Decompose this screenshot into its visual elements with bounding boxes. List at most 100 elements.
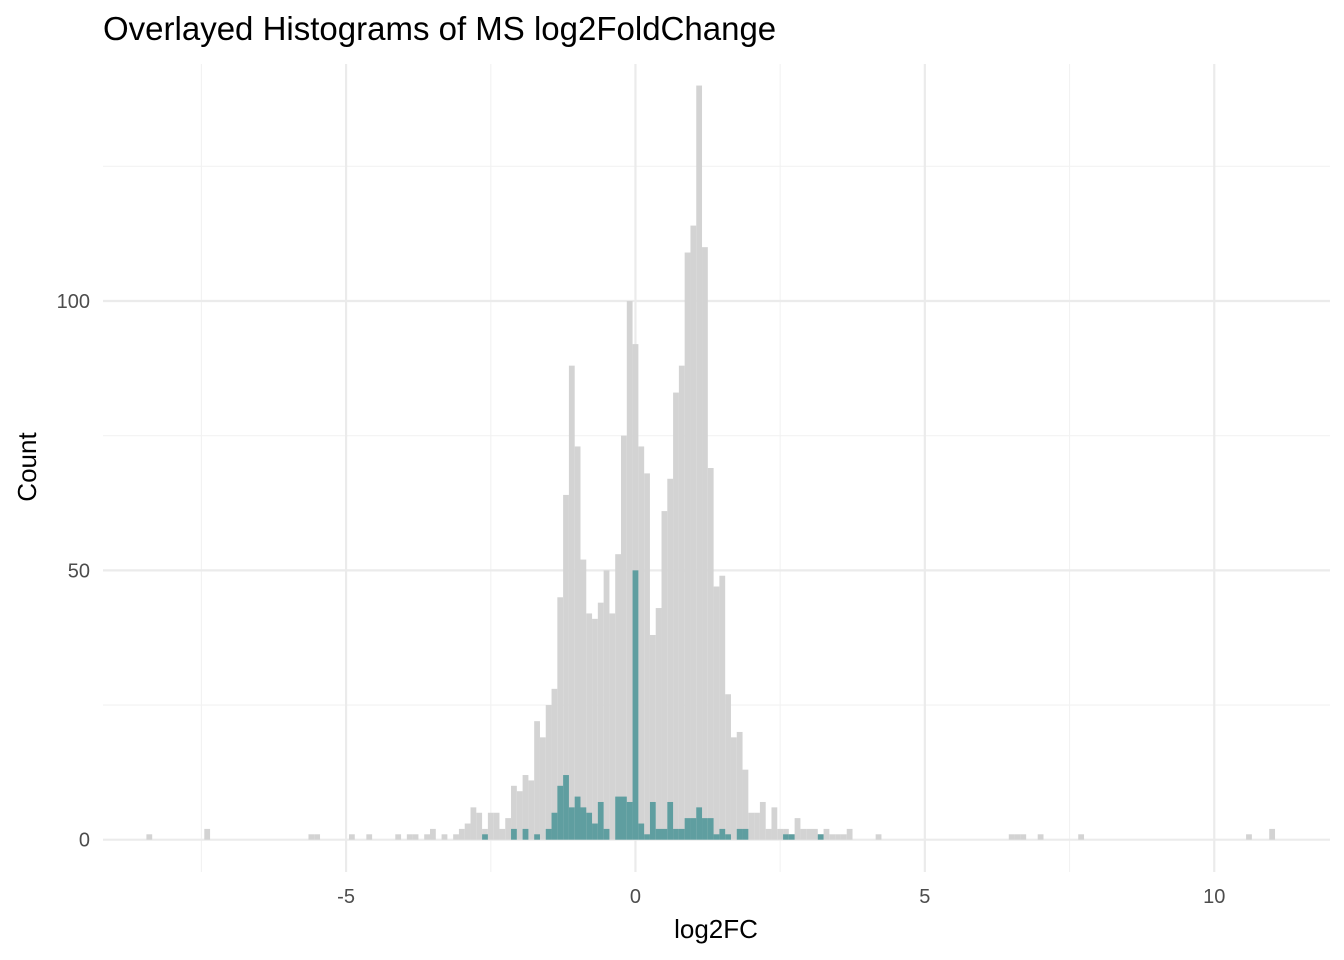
histogram-bar: [586, 812, 593, 840]
x-axis-ticks: -5 0 5 10: [337, 886, 1225, 908]
histogram-bar: [811, 828, 818, 840]
histogram-bar: [348, 834, 355, 840]
histogram-bar: [748, 812, 755, 840]
histogram-bar: [522, 828, 529, 840]
histogram-bar: [458, 828, 465, 840]
histogram-bar: [528, 780, 535, 840]
histogram-bar: [702, 818, 708, 840]
histogram-bar: [667, 801, 674, 840]
histogram-bar: [1246, 834, 1252, 840]
histogram-bar: [684, 818, 691, 840]
histogram-bar: [649, 801, 656, 840]
histogram-bar: [574, 796, 581, 840]
histogram-bar: [673, 828, 679, 840]
y-tick-label: 100: [57, 291, 90, 313]
histogram-bar: [551, 812, 558, 840]
histogram-bar: [707, 468, 714, 840]
histogram-bar: [551, 688, 558, 840]
histogram-bar: [499, 828, 506, 840]
histogram-bar: [511, 828, 517, 840]
histogram-bar: [783, 834, 789, 840]
histogram-bar: [487, 812, 494, 840]
histogram-bar: [846, 828, 853, 840]
histogram-bar: [754, 812, 760, 840]
histogram-bar: [800, 828, 807, 840]
histogram-bar: [511, 785, 517, 840]
histogram-bar: [667, 478, 674, 840]
histogram-bar: [603, 828, 610, 840]
histogram-bar: [817, 834, 824, 840]
histogram-bar: [430, 828, 436, 840]
histogram-bar: [649, 634, 656, 840]
histogram-bar: [545, 705, 552, 840]
histogram-bar: [829, 834, 836, 840]
histogram-bar: [823, 828, 830, 840]
histogram-bar: [592, 823, 598, 840]
histogram-bar: [453, 834, 459, 840]
histogram-bar: [626, 301, 633, 840]
histogram-bar: [725, 834, 731, 840]
histogram-bar: [603, 570, 610, 840]
histogram-bar: [412, 834, 419, 840]
histogram-bar: [626, 801, 633, 840]
histogram-bar: [840, 834, 847, 840]
y-tick-label: 50: [68, 560, 90, 582]
histogram-bar: [621, 796, 627, 840]
y-tick-label: 0: [79, 830, 90, 852]
histogram-bar: [505, 818, 512, 840]
histogram-bar: [736, 828, 743, 840]
histogram-bar: [522, 775, 529, 840]
histogram-bar: [690, 225, 697, 840]
histogram-bar: [725, 694, 731, 840]
histogram-bar: [1078, 834, 1085, 840]
histogram-bar: [539, 737, 546, 840]
histogram-bar: [655, 828, 662, 840]
histogram-bar: [580, 559, 587, 840]
histogram-bar: [534, 834, 540, 840]
histogram-bar: [609, 613, 616, 840]
histogram-bar: [684, 252, 691, 840]
histogram-bar: [1037, 834, 1044, 840]
histogram-bar: [563, 775, 569, 840]
histogram-bar: [204, 828, 211, 840]
histogram-bar: [736, 731, 743, 840]
x-tick-label: -5: [337, 886, 355, 908]
histogram-bar: [395, 834, 402, 840]
histogram-bar: [696, 85, 703, 840]
histogram-bar: [592, 618, 598, 840]
histogram-bar: [621, 435, 627, 840]
histogram-bar: [696, 807, 703, 840]
histogram-bar: [470, 807, 477, 840]
histogram-bar: [146, 834, 153, 840]
histogram-bar: [678, 828, 685, 840]
histogram-bar: [661, 511, 668, 840]
histogram-bar: [632, 570, 639, 840]
histogram-bar: [516, 791, 523, 840]
histogram-bar: [424, 834, 431, 840]
histogram-bar: [574, 446, 581, 840]
histogram-bar: [644, 473, 650, 840]
histogram-bar: [765, 828, 772, 840]
chart-title: Overlayed Histograms of MS log2FoldChang…: [103, 10, 776, 47]
x-tick-label: 0: [630, 886, 641, 908]
histogram-bar: [806, 828, 812, 840]
x-axis-title: log2FC: [674, 914, 758, 944]
histogram-bar: [759, 801, 766, 840]
histogram-bar: [314, 834, 321, 840]
histogram-bar: [568, 807, 575, 840]
histogram-bar: [615, 796, 622, 840]
histogram-bar: [464, 823, 471, 840]
histogram-bar: [655, 608, 662, 840]
histogram-bar: [742, 769, 749, 840]
histogram-bar: [366, 834, 373, 840]
histogram-bar: [777, 828, 784, 840]
histogram-bar: [719, 828, 726, 840]
histogram-bar: [476, 812, 483, 840]
histogram-bars: [146, 85, 1276, 840]
histogram-bar: [482, 834, 488, 840]
y-axis-title: Count: [12, 432, 42, 502]
histogram-bar: [580, 807, 587, 840]
histogram-bar: [788, 834, 795, 840]
histogram-bar: [707, 818, 714, 840]
